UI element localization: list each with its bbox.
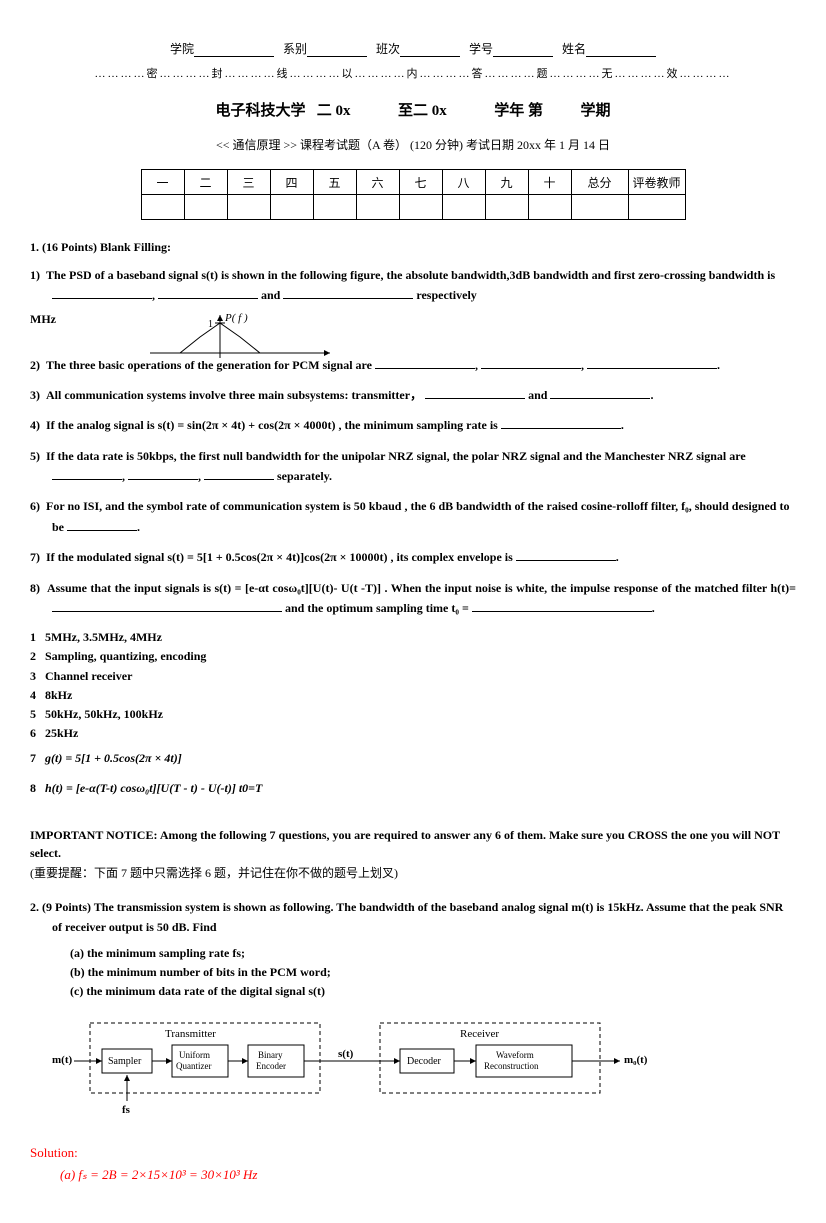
th-7: 七 [399,170,442,195]
box-recon-1: Waveform [496,1050,534,1060]
blank[interactable] [52,286,152,299]
blank-college[interactable] [194,42,274,57]
pcm-diagram: Transmitter Receiver m(t) Sampler Unifor… [50,1013,796,1127]
th-2: 二 [184,170,227,195]
term-1: 二 0x [317,103,351,119]
label-fs: fs [122,1104,131,1116]
seal-line: …………密…………封…………线…………以…………内…………答…………题…………无… [30,65,796,81]
th-1: 一 [141,170,184,195]
label-dept: 系别 [283,42,307,56]
form-header: 学院 系别 班次 学号 姓名 [30,40,796,57]
blank[interactable] [587,356,717,369]
box-decoder: Decoder [407,1056,442,1067]
label-m0t: m₀(t) [624,1054,648,1066]
th-4: 四 [270,170,313,195]
blank[interactable] [52,467,122,480]
solution-a: (a) fₛ = 2B = 2×15×10³ = 30×10³ Hz [60,1167,796,1183]
label-receiver: Receiver [460,1028,499,1040]
box-recon-2: Reconstruction [484,1061,539,1071]
term-3: 学年 第 [494,103,543,119]
label-id: 学号 [469,42,493,56]
important-notice-cn: (重要提醒：下面 7 题中只需选择 6 题，并记住在你不做的题号上划叉) [30,864,796,881]
ans-2: Sampling, quantizing, encoding [45,649,206,663]
th-6: 六 [356,170,399,195]
answer-list: 1 5MHz, 3.5MHz, 4MHz 2 Sampling, quantiz… [30,628,796,798]
label-mt: m(t) [52,1054,72,1066]
term-2: 至二 0x [398,103,447,119]
label-st: s(t) [338,1048,354,1060]
q2-c: (c) the minimum data rate of the digital… [70,982,796,1001]
q2-text: 2. (9 Points) The transmission system is… [30,897,796,938]
q1-6: 6) For no ISI, and the symbol rate of co… [30,496,796,537]
blank[interactable] [481,356,581,369]
ans-1: 5MHz, 3.5MHz, 4MHz [45,630,162,644]
solution-heading: Solution: [30,1145,796,1161]
blank[interactable] [501,416,621,429]
label-transmitter: Transmitter [165,1028,216,1040]
q1-3: 3) All communication systems involve thr… [30,385,796,405]
term-4: 学期 [581,103,611,119]
q1-5: 5) If the data rate is 50kbps, the first… [30,446,796,487]
q1-heading: 1. (16 Points) Blank Filling: [30,240,796,255]
blank[interactable] [158,286,258,299]
box-quantizer-2: Quantizer [176,1061,211,1071]
ans-7: g(t) = 5[1 + 0.5cos(2π × 4t)] [45,751,182,765]
university-name: 电子科技大学 [215,103,305,119]
score-table: 一 二 三 四 五 六 七 八 九 十 总分 评卷教师 [141,169,686,220]
svg-text:1: 1 [208,319,213,330]
blank-dept[interactable] [307,42,367,57]
th-grader: 评卷教师 [628,170,685,195]
th-5: 五 [313,170,356,195]
blank[interactable] [204,467,274,480]
q1-2: 2) The three basic operations of the gen… [30,355,796,375]
box-encoder-2: Encoder [256,1061,286,1071]
th-total: 总分 [571,170,628,195]
blank[interactable] [128,467,198,480]
blank-name[interactable] [586,42,656,57]
blank[interactable] [375,356,475,369]
box-sampler: Sampler [108,1056,142,1067]
q1-1: 1) The PSD of a baseband signal s(t) is … [30,265,796,306]
table-row [141,195,685,220]
th-10: 十 [528,170,571,195]
blank-class[interactable] [400,42,460,57]
box-encoder-1: Binary [258,1050,283,1060]
q1-4: 4) If the analog signal is s(t) = sin(2π… [30,415,796,435]
page-title: 电子科技大学 二 0x 至二 0x 学年 第 学期 [30,99,796,120]
q2-a: (a) the minimum sampling rate fs; [70,944,796,963]
label-name: 姓名 [562,42,586,56]
blank[interactable] [425,386,525,399]
q1-7: 7) If the modulated signal s(t) = 5[1 + … [30,547,796,567]
blank[interactable] [283,286,413,299]
blank-id[interactable] [493,42,553,57]
th-3: 三 [227,170,270,195]
ans-6: 25kHz [45,726,78,740]
q2-b: (b) the minimum number of bits in the PC… [70,963,796,982]
blank[interactable] [67,518,137,531]
blank[interactable] [52,599,282,612]
box-quantizer-1: Uniform [179,1050,210,1060]
ans-4: 8kHz [45,688,72,702]
blank[interactable] [550,386,650,399]
blank[interactable] [472,599,652,612]
ans-8: h(t) = [e-α(T-t) cosω₀t][U(T - t) - U(-t… [45,781,262,795]
q1-2-text: The three basic operations of the genera… [46,358,372,372]
label-college: 学院 [170,42,194,56]
th-9: 九 [485,170,528,195]
blank[interactable] [516,548,616,561]
important-notice: IMPORTANT NOTICE: Among the following 7 … [30,826,796,862]
psd-label: P( f ) [224,313,248,324]
q1-1-text: The PSD of a baseband signal s(t) is sho… [46,268,775,282]
table-row: 一 二 三 四 五 六 七 八 九 十 总分 评卷教师 [141,170,685,195]
ans-5: 50kHz, 50kHz, 100kHz [45,707,163,721]
th-8: 八 [442,170,485,195]
ans-3: Channel receiver [45,669,132,683]
exam-info: << 通信原理 >> 课程考试题（A 卷） (120 分钟) 考试日期 20xx… [30,136,796,153]
label-class: 班次 [376,42,400,56]
q1-8: 8) Assume that the input signals is s(t)… [30,578,796,619]
